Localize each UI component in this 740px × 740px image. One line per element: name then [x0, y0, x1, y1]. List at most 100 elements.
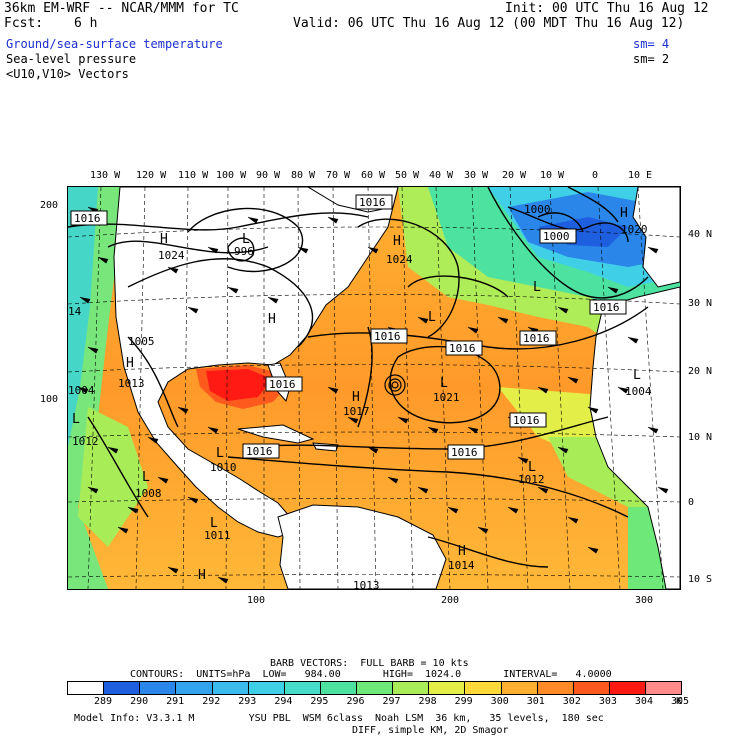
lon-label: 0	[592, 170, 599, 181]
low-marker: L	[533, 280, 541, 295]
lat-label: 10 S	[688, 574, 713, 585]
lon-label: 70 W	[326, 170, 351, 181]
field-2-smoothing: sm= 2	[633, 52, 670, 66]
wind-barbs	[77, 206, 669, 584]
colorbar-swatch	[537, 682, 574, 694]
high-marker: H	[160, 232, 168, 247]
colorbar-label: 301	[526, 696, 545, 707]
pressure-label: 1010	[210, 461, 237, 474]
field-3-name: <U10,V10> Vectors	[6, 67, 129, 81]
grid-x-label: 200	[441, 595, 460, 606]
lon-label: 50 W	[395, 170, 420, 181]
colorbar-swatch	[609, 682, 646, 694]
colorbar-swatch	[212, 682, 249, 694]
lat-label: 0	[688, 497, 695, 508]
high-marker: H	[620, 206, 628, 221]
lat-label: 10 N	[688, 432, 713, 443]
colorbar-swatch	[501, 682, 538, 694]
colorbar-swatch	[357, 682, 394, 694]
pressure-label: 1021	[433, 391, 460, 404]
grid-x-label: 100	[247, 595, 266, 606]
colorbar-label: 291	[166, 696, 185, 707]
pressure-label: 1024	[386, 253, 413, 266]
pressure-label: 1020	[621, 223, 648, 236]
lon-label: 30 W	[464, 170, 489, 181]
colorbar-swatch	[646, 682, 682, 694]
colorbar-swatch	[320, 682, 357, 694]
pressure-label: 1014	[448, 559, 475, 572]
low-marker: L	[142, 470, 150, 485]
colorbar-swatch	[284, 682, 321, 694]
high-marker: H	[393, 234, 401, 249]
colorbar-swatch	[68, 682, 105, 694]
model-title: 36km EM-WRF -- NCAR/MMM for TC	[4, 1, 239, 16]
model-info: Model Info: V3.3.1 M YSU PBL WSM 6class …	[74, 713, 604, 724]
lon-label: 120 W	[136, 170, 167, 181]
colorbar-label: 298	[418, 696, 437, 707]
colorbar-label: 304	[634, 696, 653, 707]
lat-label: 40 N	[688, 229, 713, 240]
colorbar-swatch	[429, 682, 466, 694]
low-marker: L	[210, 516, 218, 531]
colorbar-swatch	[465, 682, 502, 694]
pressure-label: 1013	[353, 579, 380, 589]
high-marker: H	[198, 568, 206, 583]
forecast-value: 6 h	[74, 16, 98, 31]
valid-time: Valid: 06 UTC Thu 16 Aug 12 (00 MDT Thu …	[293, 16, 685, 31]
colorbar-label: 297	[382, 696, 401, 707]
lon-label: 40 W	[429, 170, 454, 181]
pressure-label: 1017	[343, 405, 370, 418]
colorbar-label: 290	[130, 696, 149, 707]
high-marker: H	[268, 312, 276, 327]
pressure-label: 1005	[128, 335, 155, 348]
colorbar-label: 296	[346, 696, 365, 707]
field-1-smoothing: sm= 4	[633, 37, 670, 51]
field-1-name: Ground/sea-surface temperature	[6, 37, 223, 51]
center-markers: H H H H H H H H L L L L L L L L L L L	[72, 206, 641, 583]
europe-land	[632, 187, 680, 288]
low-marker: L	[428, 310, 436, 325]
pressure-label: 1016	[374, 330, 401, 343]
pressure-label: 1008	[135, 487, 162, 500]
colorbar-label: 302	[562, 696, 581, 707]
lon-label: 60 W	[361, 170, 386, 181]
colorbar-label: 305	[670, 696, 690, 707]
lat-label: 20 N	[688, 366, 713, 377]
pressure-label: 1004	[68, 384, 95, 397]
grid-y-label: 200	[40, 200, 59, 211]
boxed-pressure-labels: 1016 1016 1016 1016 1016 1016 1016 1016 …	[70, 194, 627, 460]
lon-label: 10 W	[540, 170, 565, 181]
low-marker: L	[633, 368, 641, 383]
pressure-label: 1016	[593, 301, 620, 314]
model-info-physics: DIFF, simple KM, 2D Smagor	[352, 725, 509, 736]
contours-legend: CONTOURS: UNITS=hPa LOW= 984.00 HIGH= 10…	[130, 669, 612, 680]
low-marker: L	[528, 460, 536, 475]
pressure-label: 1016	[513, 414, 540, 427]
colorbar-label: 294	[274, 696, 293, 707]
colorbar-label: 295	[310, 696, 329, 707]
init-time: Init: 00 UTC Thu 16 Aug 12	[505, 1, 709, 16]
south-america-land	[277, 504, 447, 589]
lon-label: 130 W	[90, 170, 121, 181]
colorbar-label: 293	[238, 696, 257, 707]
low-marker: L	[440, 376, 448, 391]
colorbar-swatch	[573, 682, 610, 694]
colorbar-swatch	[104, 682, 141, 694]
colorbar-unit: K	[676, 696, 683, 707]
colorbar-label: 292	[202, 696, 221, 707]
field-2-name: Sea-level pressure	[6, 52, 137, 66]
pressure-label: 1012	[518, 473, 545, 486]
high-marker: H	[126, 356, 134, 371]
colorbar-swatch	[176, 682, 213, 694]
pressure-values: 1024 996 1000 1020 1005 1013 1012 1008 1…	[68, 203, 652, 589]
colorbar-swatch	[248, 682, 285, 694]
low-marker: L	[72, 412, 80, 427]
colorbar-swatch	[393, 682, 430, 694]
lon-label: 90 W	[256, 170, 281, 181]
colorbar-swatch	[140, 682, 177, 694]
pressure-label: 1024	[158, 249, 185, 262]
lon-label: 100 W	[216, 170, 247, 181]
pressure-label: 1016	[449, 342, 476, 355]
pressure-label: 1016	[74, 212, 101, 225]
